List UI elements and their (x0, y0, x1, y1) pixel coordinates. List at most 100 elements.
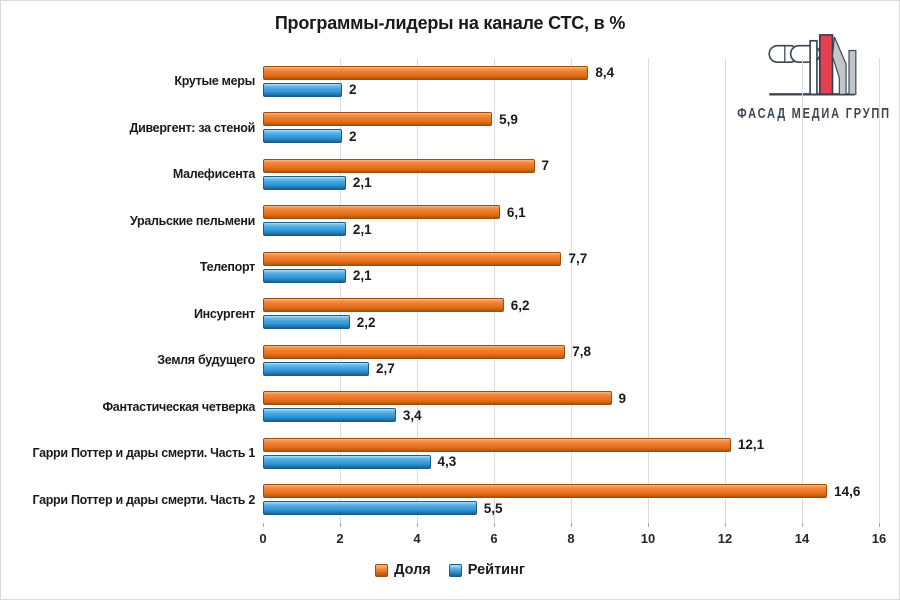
bar-line: 4,3 (263, 454, 879, 469)
bar-row: 6,1 2,1 (263, 198, 879, 245)
category-label: Малефисента (172, 167, 255, 182)
category-axis: Крутые меры Дивергент: за стеной Малефисен… (1, 58, 263, 523)
x-tick-mark (802, 523, 803, 527)
rating-bar (263, 408, 396, 423)
x-tick-label: 2 (336, 531, 344, 546)
share-bar (263, 158, 535, 173)
bar-row: 8,4 2 (263, 58, 879, 105)
gridline (879, 58, 880, 523)
gridline (725, 58, 726, 523)
bar-line: 2,2 (263, 314, 879, 330)
rating-bar (263, 501, 477, 516)
bar-line: 6,1 (263, 204, 879, 220)
share-bar (263, 65, 589, 80)
bar-line: 8,4 (263, 65, 879, 80)
category-label: Гарри Поттер и дары смерти. Часть 2 (32, 492, 255, 507)
value-label: 2 (349, 128, 357, 144)
value-label: 2,2 (356, 314, 376, 330)
share-bar (263, 205, 500, 220)
bar-line: 12,1 (263, 437, 879, 452)
value-label: 7,7 (568, 251, 588, 266)
bar-line: 2,1 (263, 221, 879, 237)
rating-bar (263, 175, 346, 190)
value-label: 7 (541, 158, 550, 173)
x-tick-mark (879, 523, 880, 527)
share-bar (263, 112, 493, 127)
bar-row: 9 3,4 (263, 384, 879, 431)
bar-row: 7,7 2,1 (263, 244, 879, 291)
share-bar (263, 437, 731, 452)
chart-title: Программы-лидеры на канале СТС, в % (274, 13, 626, 33)
x-tick-mark (725, 523, 726, 527)
rating-bar (263, 129, 342, 144)
rating-bar (263, 222, 346, 237)
category-label: Уральские пельмени (130, 213, 255, 228)
gridline (417, 58, 418, 523)
gridline (802, 58, 803, 523)
legend-item-rating: Рейтинг (448, 562, 525, 578)
value-label: 8,4 (595, 65, 615, 80)
x-tick-mark (494, 523, 495, 527)
share-bar (263, 391, 612, 406)
value-label: 12,1 (737, 437, 765, 452)
value-label: 14,6 (834, 483, 861, 499)
value-label: 6,1 (506, 204, 526, 220)
share-bar (263, 298, 504, 313)
category-label: Земля будущего (157, 353, 255, 368)
share-bar (263, 484, 828, 499)
logo: ФАСАД МЕДИА ГРУПП (733, 33, 895, 122)
share-series-label: Доля (394, 562, 431, 578)
x-tick-mark (417, 523, 418, 527)
share-series-swatch (375, 563, 389, 577)
bar-line: 7,7 (263, 251, 879, 266)
plot-area: 8,4 2 5,9 2 7 2,1 6,1 2,1 7,7 2,1 6,2 2,2 7,8 2,7 9 3,4… (263, 58, 880, 523)
x-tick-label: 14 (794, 531, 810, 546)
bar-row: 7 2,1 (263, 151, 879, 198)
bar-line: 2 (263, 82, 879, 97)
gridline (571, 58, 572, 523)
value-label: 7,8 (572, 344, 592, 359)
bar-line: 5,5 (263, 500, 879, 516)
rating-bar (263, 268, 346, 283)
category-label: Гарри Поттер и дары смерти. Часть 1 (32, 446, 255, 461)
value-label: 2,7 (375, 361, 395, 376)
share-bar (263, 344, 566, 359)
x-tick-mark (340, 523, 341, 527)
bar-line: 7 (263, 158, 879, 173)
gridline (648, 58, 649, 523)
share-bar (263, 251, 562, 266)
value-label: 3,4 (402, 407, 422, 423)
bar-row: 12,1 4,3 (263, 430, 879, 477)
legend: Доля Рейтинг (1, 562, 899, 578)
rating-series-swatch (448, 563, 462, 577)
value-label: 2,1 (352, 221, 372, 237)
value-label: 9 (618, 390, 627, 406)
rating-bar (263, 82, 342, 97)
bar-line: 2,1 (263, 175, 879, 190)
x-tick-label: 4 (413, 531, 421, 546)
value-label: 2,1 (352, 175, 372, 190)
x-tick-mark (648, 523, 649, 527)
x-tick-label: 16 (871, 531, 887, 546)
value-label: 4,3 (437, 454, 457, 469)
gridline (494, 58, 495, 523)
category-label: Инсургент (193, 306, 255, 321)
x-tick-label: 8 (567, 531, 575, 546)
category-label: Фантастическая четверка (102, 399, 255, 414)
rating-series-label: Рейтинг (467, 562, 525, 578)
rating-bar (263, 361, 369, 376)
value-label: 5,5 (483, 500, 503, 516)
bar-line: 2,7 (263, 361, 879, 376)
value-label: 6,2 (510, 297, 530, 313)
legend-item-share: Доля (375, 562, 431, 578)
bar-line: 5,9 (263, 111, 879, 127)
value-label: 5,9 (499, 111, 518, 127)
bar-line: 2 (263, 128, 879, 144)
x-tick-label: 0 (259, 531, 267, 546)
x-tick-label: 12 (717, 531, 733, 546)
gridline (340, 58, 341, 523)
rating-bar (263, 454, 431, 469)
x-tick-label: 10 (640, 531, 656, 546)
bar-row: 6,2 2,2 (263, 291, 879, 338)
